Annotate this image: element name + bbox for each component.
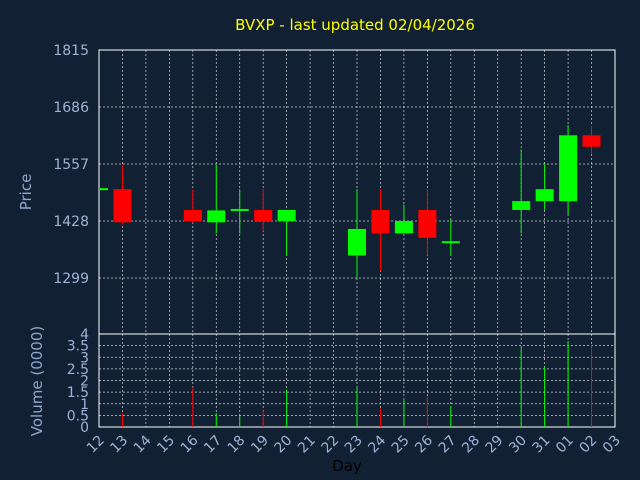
candle-body [535,189,554,202]
chart-title: BVXP - last updated 02/04/2026 [235,16,475,34]
candles [99,125,601,278]
volume-tick-label: 3 [80,350,89,366]
candle-body [207,210,226,223]
x-tick-label: 16 [178,432,202,456]
x-tick-label: 02 [576,433,600,457]
x-tick-label: 30 [506,433,530,457]
x-tick-label: 03 [600,433,624,457]
x-tick-label: 23 [342,433,366,457]
volume-tick-label: 0 [80,420,89,436]
x-tick-label: 17 [201,433,225,457]
x-axis-label: Day [332,457,362,475]
candle-body [559,135,578,202]
x-tick-label: 31 [530,433,554,457]
volume-bars [121,340,593,427]
x-tick-label: 19 [248,433,272,457]
candle-body [512,201,531,210]
x-tick-label: 13 [107,433,131,457]
candle-body [277,209,296,221]
volume-tick-label: 2.5 [67,362,89,378]
x-tick-label: 29 [483,433,507,457]
price-tick-label: 1557 [53,157,89,173]
x-tick-label: 14 [131,432,155,456]
price-axis: 1815 1686 1557 1428 1299 [53,43,89,287]
x-tick-label: 26 [412,432,436,456]
x-tick-label: 20 [272,433,296,457]
volume-tick-label: 0.5 [67,408,89,424]
candle-body [441,241,460,244]
candle-body [418,209,437,238]
candle-body [99,188,108,191]
x-tick-label: 15 [154,433,178,457]
candle-body [582,135,601,147]
candle-body [254,209,273,221]
volume-tick-label: 4 [80,327,89,343]
volume-tick-label: 1 [80,397,89,413]
x-tick-label: 24 [365,432,389,456]
price-tick-label: 1299 [53,271,89,287]
price-tick-label: 1686 [53,100,89,116]
volume-tick-label: 2 [80,374,89,390]
candle-body [230,208,249,211]
x-tick-label: 01 [553,433,577,457]
price-tick-label: 1428 [53,214,89,230]
x-tick-label: 27 [436,433,460,457]
volume-axis-label: Volume (0000) [28,326,46,436]
candle-body [371,209,390,234]
x-tick-label: 18 [225,433,249,457]
x-tick-label: 12 [84,433,108,457]
volume-tick-label: 3.5 [67,339,89,355]
x-tick-label: 21 [295,433,319,457]
x-axis: 12 13 14 15 16 17 18 19 20 21 22 23 24 25 26 27 28 29 30 31… [84,432,624,456]
price-axis-label: Price [17,174,35,211]
volume-axis: 43.532.521.510.50 [67,327,89,436]
candle-body [183,209,202,222]
candle-body [394,221,413,234]
candle-body [348,228,366,256]
x-tick-label: 25 [389,433,413,457]
x-tick-label: 28 [459,433,483,457]
x-tick-label: 22 [318,433,342,457]
price-tick-label: 1815 [53,43,89,59]
candle-body [113,189,132,223]
volume-tick-label: 1.5 [67,385,89,401]
